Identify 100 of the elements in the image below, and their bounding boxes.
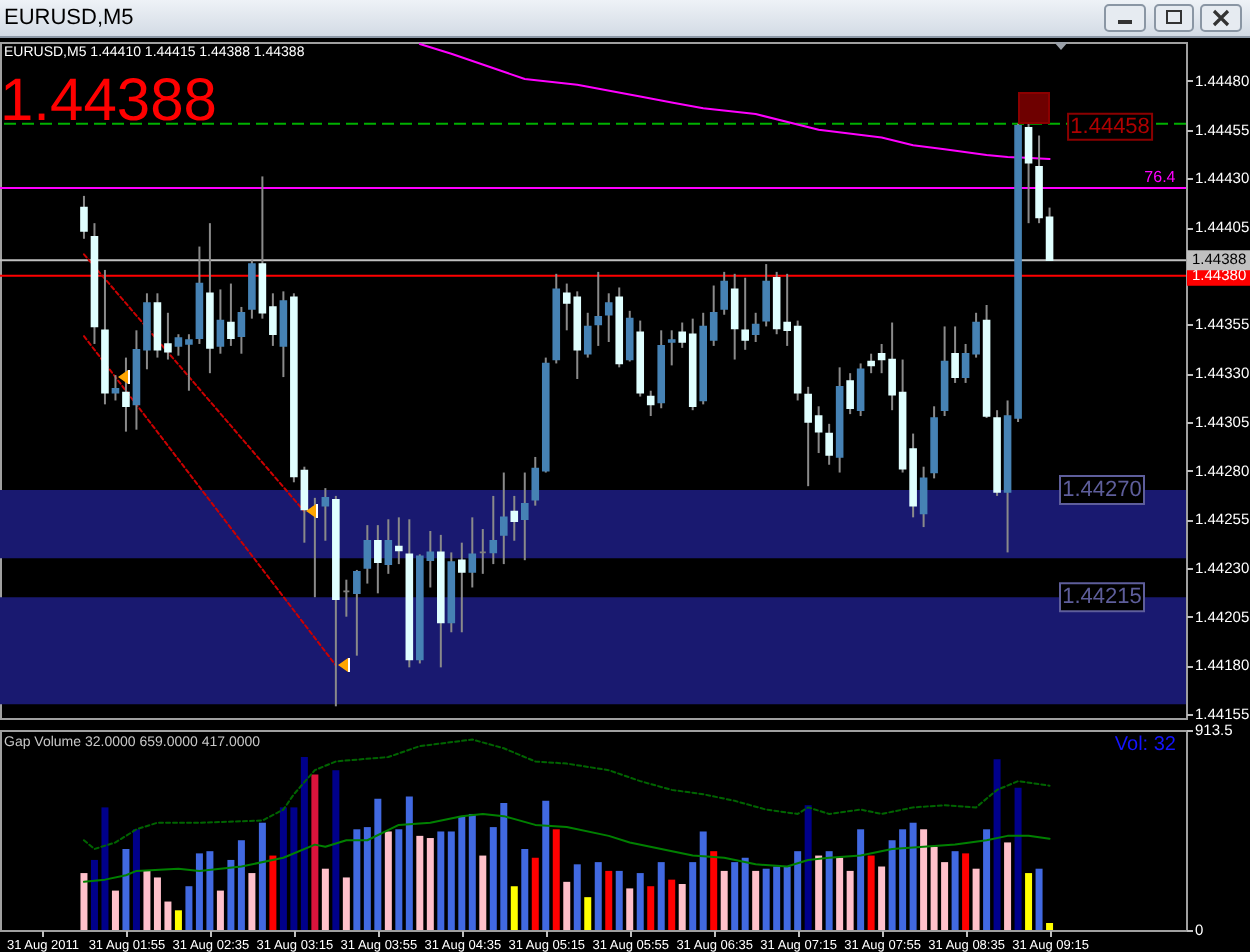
bar bbox=[510, 886, 518, 930]
bar bbox=[426, 838, 434, 930]
bar bbox=[353, 829, 361, 930]
chart-title: EURUSD,M5 bbox=[4, 6, 134, 30]
candlestick bbox=[499, 471, 508, 566]
candlestick bbox=[374, 524, 382, 595]
annotation: 1.44458 bbox=[1070, 114, 1150, 139]
annotation: Vol: 32 bbox=[1114, 734, 1177, 756]
line-series bbox=[418, 42, 1051, 160]
bar bbox=[668, 879, 676, 930]
bar bbox=[237, 840, 245, 930]
bar bbox=[416, 835, 424, 930]
bar bbox=[342, 877, 350, 930]
candlestick bbox=[720, 270, 728, 316]
candlestick bbox=[594, 270, 603, 347]
bar bbox=[741, 857, 749, 930]
candlestick bbox=[583, 311, 592, 359]
candlestick bbox=[353, 568, 361, 657]
bar bbox=[1046, 922, 1054, 930]
bar bbox=[521, 848, 529, 930]
bar bbox=[552, 829, 560, 930]
bar bbox=[962, 853, 970, 930]
bar bbox=[122, 848, 130, 930]
candlestick bbox=[951, 325, 959, 384]
bar bbox=[437, 831, 445, 930]
bar bbox=[1025, 873, 1033, 930]
bar bbox=[867, 855, 875, 930]
bar bbox=[405, 796, 413, 930]
candlestick bbox=[248, 259, 256, 320]
candlestick bbox=[468, 516, 477, 589]
bar bbox=[836, 857, 844, 930]
bar bbox=[594, 862, 602, 930]
bar bbox=[678, 884, 686, 930]
bar bbox=[227, 859, 235, 930]
bar bbox=[983, 829, 991, 930]
bar bbox=[972, 868, 980, 930]
bar bbox=[1014, 787, 1022, 930]
bar bbox=[993, 759, 1001, 930]
candlestick bbox=[730, 272, 739, 361]
bar bbox=[731, 862, 739, 930]
bar bbox=[1035, 868, 1043, 930]
bar bbox=[111, 890, 119, 930]
bar bbox=[752, 870, 760, 930]
candlestick bbox=[111, 374, 120, 402]
candlestick bbox=[395, 516, 403, 566]
bar bbox=[710, 851, 718, 930]
bar bbox=[563, 881, 571, 930]
bar bbox=[542, 800, 550, 930]
bar bbox=[825, 851, 833, 930]
bar bbox=[174, 910, 182, 930]
bar bbox=[804, 805, 812, 930]
candlestick bbox=[919, 465, 928, 529]
bar bbox=[699, 831, 707, 930]
candlestick bbox=[762, 263, 770, 328]
candlestick bbox=[227, 282, 235, 347]
bar bbox=[1004, 842, 1012, 930]
bar bbox=[332, 770, 340, 930]
candlestick bbox=[458, 541, 466, 634]
candlestick bbox=[510, 494, 519, 542]
candlestick bbox=[80, 194, 88, 240]
bar bbox=[143, 870, 151, 930]
bar bbox=[311, 774, 319, 930]
bar bbox=[857, 829, 865, 930]
bar bbox=[132, 829, 140, 930]
candlestick bbox=[625, 309, 634, 363]
candlestick bbox=[216, 288, 225, 355]
bar bbox=[636, 873, 644, 930]
candlestick bbox=[867, 352, 875, 375]
bar bbox=[605, 870, 613, 930]
candlestick bbox=[604, 292, 613, 344]
bar bbox=[720, 870, 728, 930]
annotation: 1.44388 bbox=[0, 68, 217, 134]
candlestick bbox=[321, 487, 330, 542]
bar bbox=[647, 886, 655, 930]
annotation: 76.4 bbox=[1144, 168, 1177, 187]
bar bbox=[584, 897, 592, 930]
candlestick bbox=[667, 329, 676, 367]
candlestick bbox=[646, 389, 655, 418]
bar bbox=[384, 831, 392, 930]
bar bbox=[951, 851, 959, 930]
band-label: 1.44270 bbox=[1062, 478, 1142, 503]
bar bbox=[185, 886, 193, 930]
candlestick bbox=[237, 305, 246, 355]
bar bbox=[468, 813, 476, 930]
candlestick bbox=[520, 471, 529, 562]
bar bbox=[269, 855, 277, 930]
candlestick bbox=[279, 290, 288, 379]
bar bbox=[216, 890, 224, 930]
bar bbox=[626, 888, 634, 930]
line-series bbox=[82, 738, 1051, 850]
bar bbox=[248, 873, 256, 930]
bar bbox=[878, 866, 886, 930]
candlestick bbox=[856, 362, 865, 418]
bar bbox=[321, 868, 329, 930]
bar bbox=[395, 829, 403, 930]
bar bbox=[909, 822, 917, 930]
candlestick bbox=[741, 276, 749, 351]
bar bbox=[920, 829, 928, 930]
candlestick bbox=[846, 372, 854, 416]
line-series bbox=[82, 812, 1051, 883]
